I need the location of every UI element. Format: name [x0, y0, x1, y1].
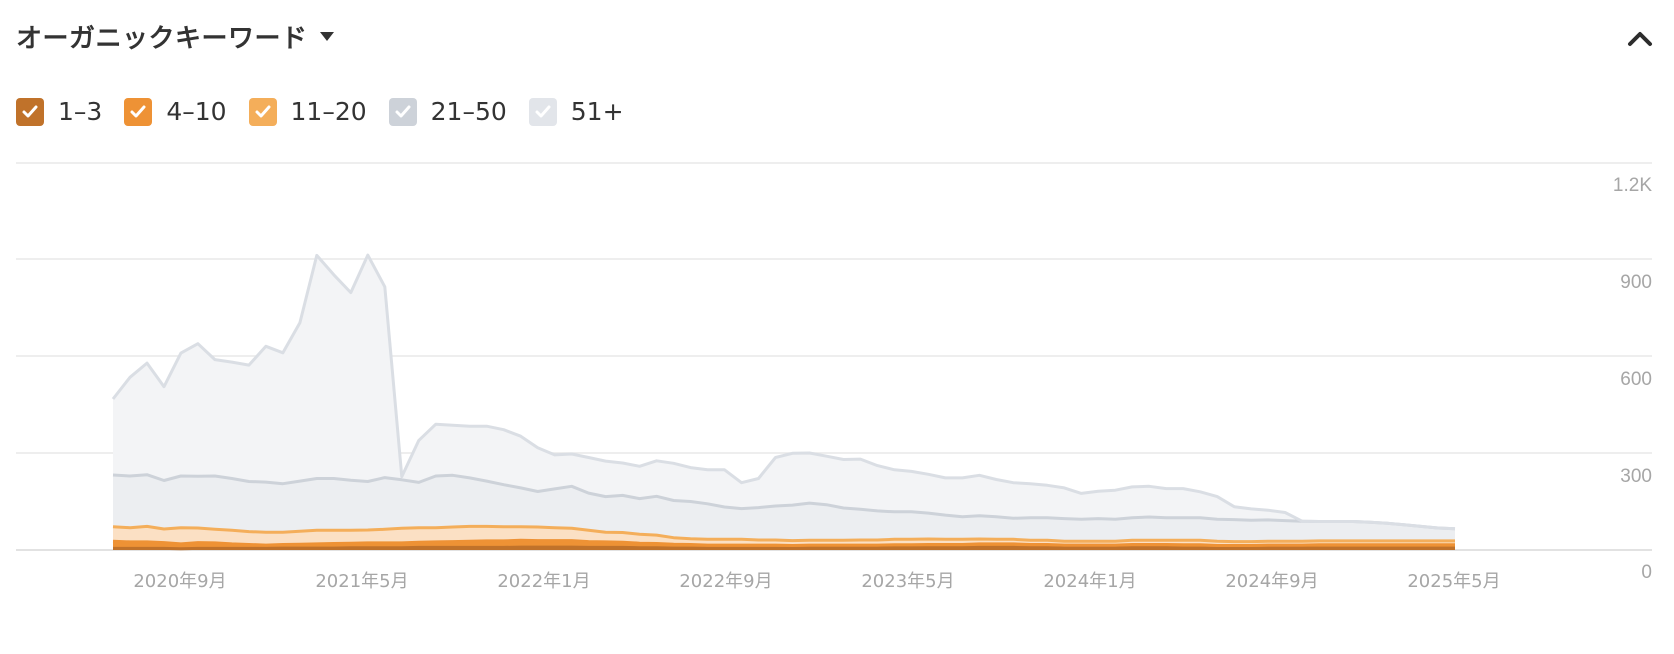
legend-checkbox[interactable]: [248, 97, 277, 126]
legend-label: 11–20: [290, 97, 367, 126]
legend-checkbox[interactable]: [388, 97, 417, 126]
y-tick-label: 900: [1620, 272, 1652, 293]
x-tick-label: 2023年5月: [861, 571, 954, 592]
area-51+: [113, 255, 1455, 529]
chart-title: オーガニックキーワード: [16, 24, 308, 54]
x-tick-label: 2020年9月: [133, 571, 226, 592]
chevron-up-icon: [1628, 32, 1652, 46]
check-icon: [130, 105, 146, 117]
legend-checkbox[interactable]: [16, 97, 44, 126]
x-tick-label: 2022年9月: [679, 571, 772, 592]
legend-label: 21–50: [430, 97, 507, 126]
legend-item[interactable]: 4–10: [124, 97, 227, 126]
area-21–50: [113, 474, 1455, 542]
caret-down-icon[interactable]: [319, 32, 334, 41]
line-4–10: [112, 538, 1455, 547]
x-tick-label: 2022年1月: [497, 571, 590, 592]
x-tick-label: 2024年9月: [1225, 571, 1318, 592]
check-icon: [395, 105, 411, 117]
collapse-button[interactable]: [1626, 26, 1654, 50]
chart-area: 0 300 600 900 1.2K 2020年9月 2021年5月 2022年1月 2022年…: [16, 162, 1652, 592]
legend-label: 51+: [570, 97, 624, 126]
y-tick-label: 1.2K: [1613, 175, 1652, 196]
legend-label: 4–10: [166, 97, 227, 126]
line-21–50: [112, 473, 1456, 531]
legend-label: 1–3: [58, 97, 103, 126]
line-51+: [111, 253, 1456, 531]
y-tick-label: 0: [1641, 562, 1652, 583]
check-icon: [255, 105, 271, 117]
x-tick-label: 2024年1月: [1043, 571, 1136, 592]
x-tick-label: 2021年5月: [315, 571, 408, 592]
legend-item[interactable]: 1–3: [16, 97, 102, 126]
legend-item[interactable]: 21–50: [388, 97, 507, 126]
line-11–20: [112, 524, 1455, 544]
legend-checkbox[interactable]: [124, 97, 153, 126]
line-1–3: [113, 545, 1455, 551]
chart-header: オーガニックキーワード: [16, 18, 334, 55]
check-icon: [22, 105, 38, 117]
legend-item[interactable]: 51+: [528, 97, 624, 126]
legend-item[interactable]: 11–20: [248, 97, 367, 126]
y-tick-label: 300: [1620, 466, 1652, 487]
y-tick-label: 600: [1620, 369, 1652, 390]
legend-checkbox[interactable]: [528, 97, 557, 126]
x-tick-label: 2025年5月: [1407, 571, 1500, 592]
chart-legend: 1–3 4–10 11–20 21–50 51+: [16, 97, 646, 126]
check-icon: [535, 105, 551, 117]
